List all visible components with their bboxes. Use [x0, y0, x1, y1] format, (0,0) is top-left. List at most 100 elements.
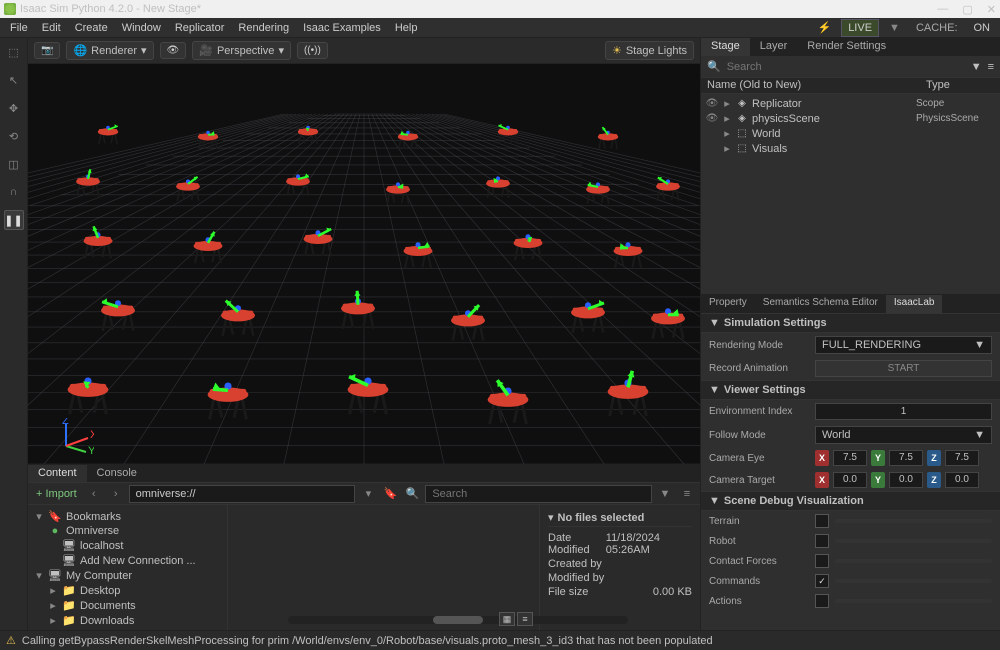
menu-help[interactable]: Help — [389, 20, 424, 36]
section-debug[interactable]: ▼Scene Debug Visualization — [701, 491, 1000, 511]
env-index-field[interactable]: 1 — [815, 403, 992, 420]
expand-icon[interactable]: ▸ — [722, 127, 732, 140]
scale-tool-icon[interactable]: ◫ — [4, 154, 24, 174]
expand-icon[interactable]: ▸ — [722, 97, 732, 110]
menu-file[interactable]: File — [4, 20, 34, 36]
grid-view-icon[interactable]: ▦ — [499, 612, 515, 626]
debug-terrain-checkbox[interactable] — [815, 514, 829, 528]
debug-contact-slider[interactable] — [835, 559, 992, 563]
viewport-3d[interactable]: Z Y X — [28, 64, 700, 464]
tree-item[interactable]: ▾🖥My Computer — [30, 568, 225, 583]
stage-col-type[interactable]: Type — [920, 78, 1000, 93]
pause-tool-icon[interactable]: ❚❚ — [4, 210, 24, 230]
debug-robot-checkbox[interactable] — [815, 534, 829, 548]
debug-commands-checkbox[interactable]: ✓ — [815, 574, 829, 588]
wifi-icon[interactable]: ((•)) — [297, 42, 328, 59]
menu-isaac-examples[interactable]: Isaac Examples — [297, 20, 387, 36]
content-tree[interactable]: ▾🔖Bookmarks●Omniverse🖥localhost🖥Add New … — [28, 505, 228, 630]
stage-search-input[interactable] — [727, 61, 965, 73]
visibility-icon[interactable]: 👁 — [705, 98, 719, 109]
camera-eye-y[interactable]: 7.5 — [889, 450, 923, 466]
tree-item[interactable]: 🖥localhost — [30, 538, 225, 553]
options-icon[interactable]: ≡ — [988, 61, 994, 73]
select-tool-icon[interactable]: ⬚ — [4, 42, 24, 62]
live-dropdown-icon[interactable]: ▼ — [883, 20, 906, 36]
content-search-input[interactable] — [425, 485, 652, 503]
tree-item[interactable]: 🖥Add New Connection ... — [30, 553, 225, 568]
list-view-icon[interactable]: ≡ — [517, 612, 533, 626]
live-badge[interactable]: LIVE — [841, 19, 879, 37]
tree-item[interactable]: ▸📁Documents — [30, 598, 225, 613]
visibility-icon[interactable]: 👁 — [705, 113, 719, 124]
debug-actions-checkbox[interactable] — [815, 594, 829, 608]
path-field[interactable] — [129, 485, 356, 503]
camera-tgt-y[interactable]: 0.0 — [889, 472, 923, 488]
expand-icon[interactable]: ▾ — [34, 510, 44, 523]
expand-icon[interactable]: ▸ — [722, 112, 732, 125]
menu-create[interactable]: Create — [69, 20, 114, 36]
content-grid[interactable]: ▦ ≡ — [228, 505, 540, 630]
tab-stage[interactable]: Stage — [701, 38, 750, 56]
minimize-button[interactable]: — — [937, 3, 948, 16]
filter-icon[interactable]: ▼ — [971, 61, 982, 73]
debug-robot-slider[interactable] — [835, 539, 992, 543]
expand-icon[interactable]: ▾ — [34, 569, 44, 582]
menu-window[interactable]: Window — [116, 20, 167, 36]
maximize-button[interactable]: ▢ — [962, 3, 972, 16]
stage-lights-toggle[interactable]: ☀Stage Lights — [605, 41, 694, 60]
menu-rendering[interactable]: Rendering — [232, 20, 295, 36]
scrollbar-horizontal[interactable] — [288, 616, 628, 624]
rotate-tool-icon[interactable]: ⟲ — [4, 126, 24, 146]
camera-eye-x[interactable]: 7.5 — [833, 450, 867, 466]
chevron-down-icon[interactable]: ▾ — [548, 511, 554, 524]
stage-row[interactable]: ▸⬚Visuals — [705, 141, 996, 156]
tree-item[interactable]: ●Omniverse — [30, 524, 225, 538]
stage-row[interactable]: ▸⬚World — [705, 126, 996, 141]
tree-item[interactable]: ▸📁Downloads — [30, 613, 225, 628]
bookmark-icon[interactable]: 🔖 — [381, 485, 399, 503]
tab-semantics[interactable]: Semantics Schema Editor — [755, 295, 886, 313]
expand-icon[interactable]: ▸ — [48, 599, 58, 612]
tab-console[interactable]: Console — [87, 465, 147, 482]
nav-fwd-icon[interactable]: › — [107, 485, 125, 503]
camera-icon[interactable]: 📷 — [34, 42, 60, 59]
expand-icon[interactable]: ▸ — [722, 142, 732, 155]
follow-mode-dropdown[interactable]: World▼ — [815, 426, 992, 444]
rendering-mode-dropdown[interactable]: FULL_RENDERING▼ — [815, 336, 992, 354]
path-dropdown-icon[interactable]: ▾ — [359, 485, 377, 503]
debug-actions-slider[interactable] — [835, 599, 992, 603]
debug-contact-checkbox[interactable] — [815, 554, 829, 568]
debug-terrain-slider[interactable] — [835, 519, 992, 523]
section-viewer[interactable]: ▼Viewer Settings — [701, 380, 1000, 400]
camera-tgt-z[interactable]: 0.0 — [945, 472, 979, 488]
stage-row[interactable]: 👁▸◈physicsScenePhysicsScene — [705, 111, 996, 126]
import-button[interactable]: + Import — [32, 486, 81, 502]
menu-replicator[interactable]: Replicator — [169, 20, 231, 36]
tree-item[interactable]: ▸📁Desktop — [30, 583, 225, 598]
stage-col-name[interactable]: Name (Old to New) — [701, 78, 920, 93]
options-icon[interactable]: ≡ — [678, 485, 696, 503]
perspective-dropdown[interactable]: 🎥Perspective▾ — [192, 41, 291, 60]
tab-property[interactable]: Property — [701, 295, 755, 313]
renderer-dropdown[interactable]: 🌐Renderer▾ — [66, 41, 153, 60]
start-record-button[interactable]: START — [815, 360, 992, 377]
camera-eye-z[interactable]: 7.5 — [945, 450, 979, 466]
expand-icon[interactable]: ▸ — [48, 614, 58, 627]
section-simulation[interactable]: ▼Simulation Settings — [701, 313, 1000, 333]
scrollbar-thumb[interactable] — [433, 616, 483, 624]
menu-edit[interactable]: Edit — [36, 20, 67, 36]
tab-isaaclab[interactable]: IsaacLab — [886, 295, 943, 313]
arrow-tool-icon[interactable]: ↖ — [4, 70, 24, 90]
stage-row[interactable]: 👁▸◈ReplicatorScope — [705, 96, 996, 111]
debug-commands-slider[interactable] — [835, 579, 992, 583]
tree-item[interactable]: ▾🔖Bookmarks — [30, 509, 225, 524]
camera-tgt-x[interactable]: 0.0 — [833, 472, 867, 488]
nav-back-icon[interactable]: ‹ — [85, 485, 103, 503]
close-button[interactable]: ✕ — [987, 3, 996, 16]
tab-render-settings[interactable]: Render Settings — [797, 38, 896, 56]
tab-layer[interactable]: Layer — [750, 38, 798, 56]
expand-icon[interactable]: ▸ — [48, 584, 58, 597]
move-tool-icon[interactable]: ✥ — [4, 98, 24, 118]
tab-content[interactable]: Content — [28, 465, 87, 482]
stage-tree[interactable]: 👁▸◈ReplicatorScope👁▸◈physicsScenePhysics… — [701, 94, 1000, 294]
